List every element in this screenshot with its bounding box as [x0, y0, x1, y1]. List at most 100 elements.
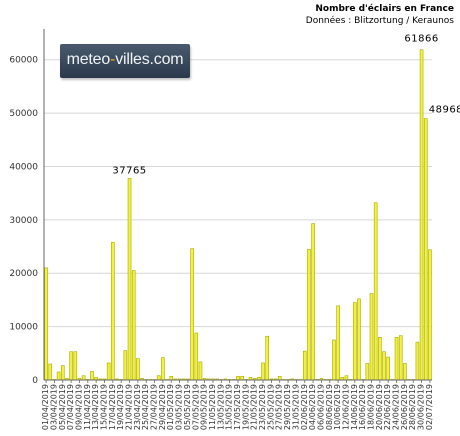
x-tick-label: 29/05/2019 [283, 384, 292, 430]
bar [127, 178, 132, 381]
x-tick-label: 17/05/2019 [233, 384, 242, 430]
x-tick-label: 21/04/2019 [125, 384, 134, 430]
x-tick-label: 04/06/2019 [308, 384, 317, 430]
x-tick-label: 30/06/2019 [417, 384, 426, 430]
bar [378, 336, 382, 381]
y-tick-label: 20000 [9, 269, 38, 279]
bar [353, 302, 357, 381]
logo-suffix: villes.com [115, 51, 184, 68]
x-tick-label: 21/05/2019 [250, 384, 259, 430]
bar [382, 351, 386, 381]
bar [198, 361, 203, 381]
bar [131, 270, 136, 381]
bar [307, 248, 311, 381]
bar [357, 298, 361, 381]
bar [123, 350, 128, 381]
y-tick-label: 30000 [9, 216, 38, 226]
bar [56, 371, 61, 381]
x-tick-label: 12/06/2019 [341, 384, 350, 430]
data-label: 37765 [112, 165, 146, 176]
y-tick-label: 50000 [9, 109, 38, 119]
x-tick-label: 15/04/2019 [99, 384, 108, 430]
x-tick-label: 03/05/2019 [175, 384, 184, 430]
chart-title: Nombre d'éclairs en France [315, 4, 454, 14]
y-tick-label: 10000 [9, 323, 38, 333]
bar [60, 365, 65, 381]
x-tick-label: 05/04/2019 [58, 384, 67, 430]
bar [428, 249, 432, 381]
x-tick-label: 17/04/2019 [108, 384, 117, 430]
bar [344, 375, 349, 381]
x-tick-label: 02/07/2019 [425, 384, 434, 430]
bar [69, 351, 73, 381]
x-tick-label: 25/05/2019 [266, 384, 275, 430]
x-tick-label: 20/06/2019 [375, 384, 384, 430]
bar-series [44, 49, 432, 381]
x-tick-label: 14/06/2019 [350, 384, 359, 430]
bar [161, 357, 165, 381]
x-tick-label: 23/04/2019 [133, 384, 142, 430]
bar [403, 363, 407, 381]
bar [73, 351, 78, 381]
x-tick-label: 19/04/2019 [116, 384, 125, 430]
x-tick-label: 01/04/2019 [41, 384, 50, 430]
x-tick-label: 09/04/2019 [74, 384, 83, 430]
x-tick-label: 16/06/2019 [358, 384, 367, 430]
chart-title-block: Nombre d'éclairs en France Données : Bli… [306, 3, 454, 27]
x-tick-label: 22/06/2019 [383, 384, 392, 430]
bar [398, 335, 403, 381]
data-label: 61866 [404, 34, 438, 45]
x-tick-label: 03/04/2019 [49, 384, 58, 430]
bar [415, 341, 420, 381]
data-labels: 37765 61866 48968 [112, 34, 460, 177]
data-label: 48968 [429, 105, 460, 116]
x-tick-label: 02/06/2019 [300, 384, 309, 430]
bar [265, 335, 269, 381]
bar [332, 339, 336, 381]
bar [90, 371, 94, 381]
bar [419, 49, 424, 381]
y-tick-label: 60000 [9, 56, 38, 66]
bar [423, 118, 428, 381]
bar [136, 358, 140, 381]
x-tick-label: 25/04/2019 [141, 384, 150, 430]
x-tick-label: 28/06/2019 [408, 384, 417, 430]
grid-lines [44, 59, 432, 328]
bar [156, 375, 161, 381]
y-tick-label: 40000 [9, 162, 38, 172]
x-tick-label: 24/06/2019 [392, 384, 401, 430]
bar [48, 363, 53, 381]
chart-subtitle: Données : Blitzortung / Keraunos [305, 16, 454, 26]
bar [106, 362, 111, 381]
x-tick-label: 13/04/2019 [91, 384, 100, 430]
x-tick-label: 09/05/2019 [200, 384, 209, 430]
bar [302, 350, 307, 381]
bar [236, 375, 240, 381]
x-tick-label: 08/06/2019 [325, 384, 334, 430]
x-tick-label: 13/05/2019 [216, 384, 225, 430]
x-tick-label: 27/04/2019 [150, 384, 159, 430]
bar [261, 362, 265, 381]
bar [373, 202, 378, 381]
bar [111, 241, 115, 381]
x-tick-label: 27/05/2019 [275, 384, 284, 430]
x-tick-label: 19/05/2019 [241, 384, 250, 430]
x-tick-label: 05/05/2019 [183, 384, 192, 430]
axes: 0 10000 20000 30000 40000 50000 60000 01/04/201… [9, 29, 434, 430]
bar [386, 356, 390, 381]
meteo-villes-logo: meteo-villes.com [60, 44, 190, 78]
x-tick-label: 15/05/2019 [225, 384, 234, 430]
x-tick-label: 10/06/2019 [333, 384, 342, 430]
y-tick-label: 0 [32, 376, 38, 386]
x-tick-label: 31/05/2019 [291, 384, 300, 430]
logo-accent: - [110, 51, 116, 68]
bar [44, 267, 48, 381]
x-tick-label: 07/04/2019 [66, 384, 75, 430]
x-tick-label: 18/06/2019 [367, 384, 376, 430]
bar [194, 332, 199, 381]
bar [365, 363, 370, 381]
x-tick-label: 26/06/2019 [400, 384, 409, 430]
logo-text: meteo-villes.com [60, 44, 190, 76]
bar [336, 305, 340, 381]
bar [277, 375, 282, 381]
